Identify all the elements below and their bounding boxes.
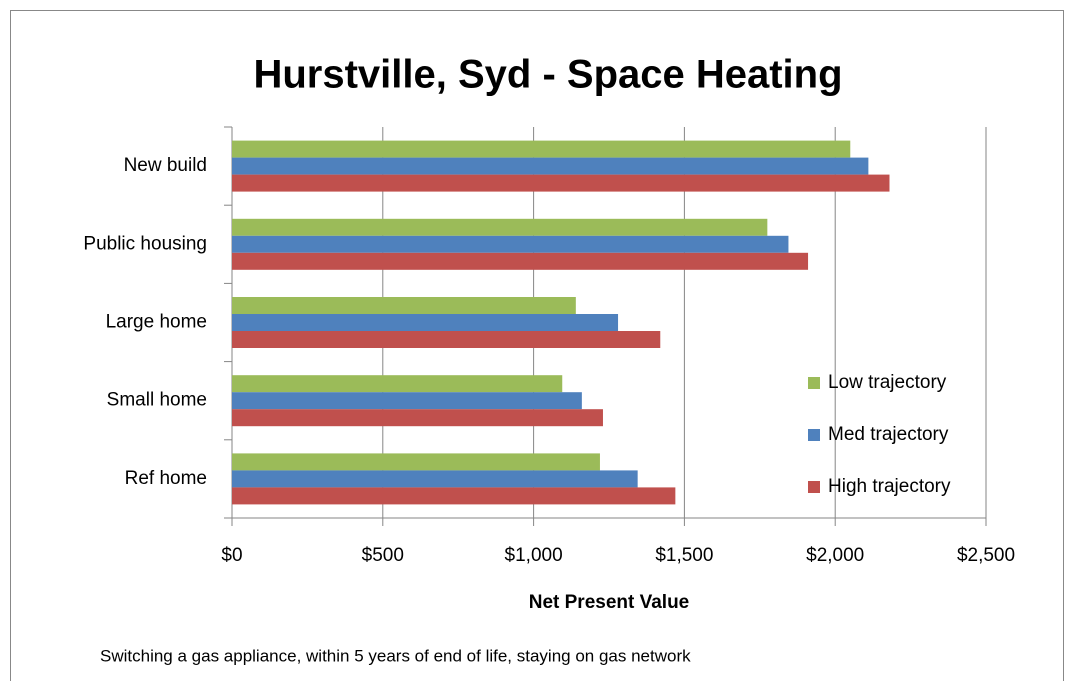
x-tick-label: $1,000 [505, 545, 563, 566]
x-tick-label: $1,500 [655, 545, 713, 566]
bar [232, 174, 890, 192]
bar [232, 392, 582, 410]
bar [232, 331, 661, 348]
x-tick-label: $500 [362, 545, 404, 566]
bar [232, 487, 676, 505]
bar [232, 409, 603, 427]
chart-title: Hurstville, Syd - Space Heating [253, 53, 842, 97]
legend-label: Med trajectory [828, 424, 949, 445]
bar [232, 140, 851, 158]
footnote: Switching a gas appliance, within 5 year… [100, 646, 691, 665]
bar [232, 375, 563, 393]
legend-label: Low trajectory [828, 372, 947, 393]
bar [232, 297, 576, 314]
x-tick-label: $2,000 [806, 545, 864, 566]
bar [232, 314, 619, 331]
x-tick-label: $0 [221, 545, 242, 566]
chart-border [10, 10, 1064, 681]
bar [232, 235, 789, 253]
bar [232, 453, 600, 471]
bar [232, 157, 869, 175]
y-tick-label: Small home [107, 390, 207, 411]
bar [232, 470, 638, 488]
bar [232, 252, 809, 270]
legend-label: High trajectory [828, 476, 951, 497]
y-tick-label: Large home [106, 312, 207, 333]
legend-swatch [808, 429, 820, 441]
legend-swatch [808, 481, 820, 493]
x-tick-label: $2,500 [957, 545, 1015, 566]
legend-swatch [808, 377, 820, 389]
y-tick-label: Ref home [125, 468, 207, 489]
x-axis-title: Net Present Value [529, 592, 690, 613]
y-tick-label: Public housing [83, 233, 207, 254]
bar [232, 218, 768, 236]
y-tick-label: New build [124, 155, 207, 176]
